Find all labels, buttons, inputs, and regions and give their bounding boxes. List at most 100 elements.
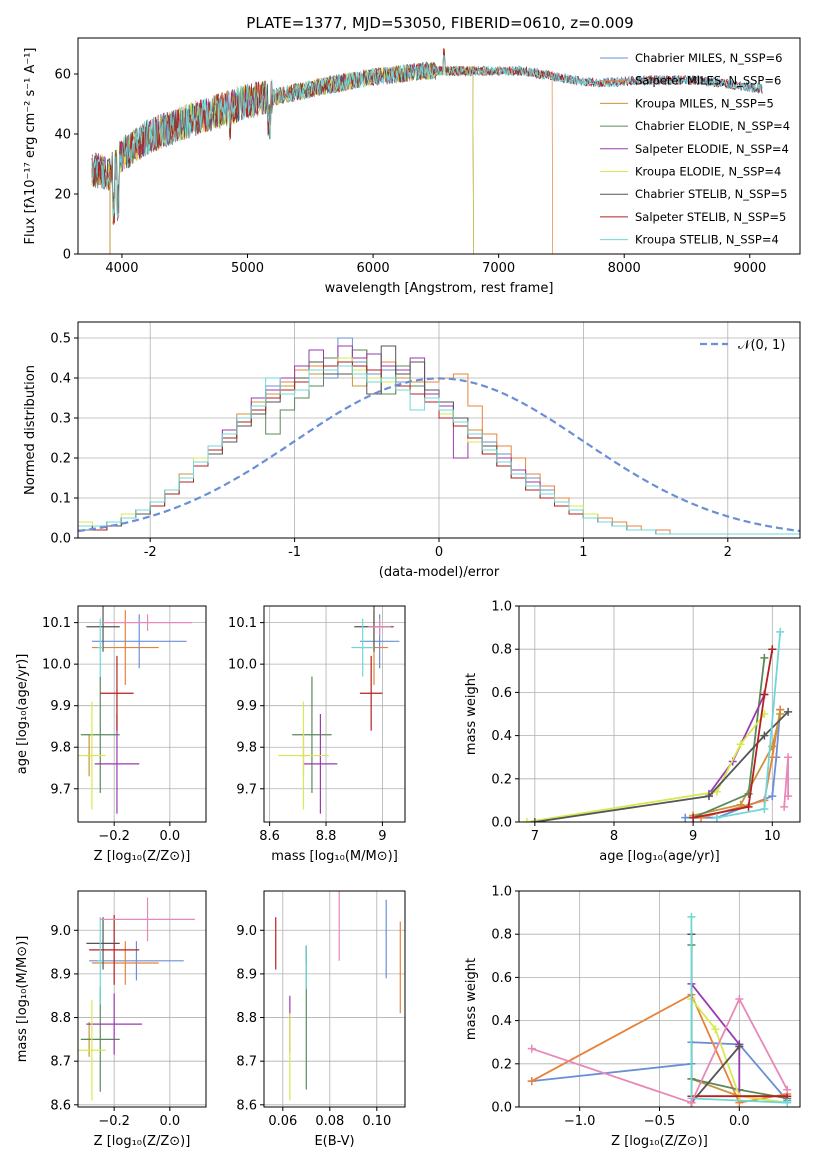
y-tick-label: 9.9 — [50, 699, 71, 714]
chart-mass-vs-ebv: 0.06 0.08 0.10 8.6 8.7 8.8 8.9 9.0 E(B-V) — [236, 890, 406, 1149]
y-tick-label: 0.4 — [50, 372, 71, 387]
y-tick-label: 10.1 — [42, 616, 71, 631]
x-tick-label: 4000 — [105, 261, 138, 276]
x-tick-label: 10 — [764, 829, 781, 844]
y-tick-label: 8.7 — [50, 1055, 71, 1070]
x-tick-label: 0 — [435, 545, 443, 560]
x-axis-label: mass [log₁₀(M/M⊙)] — [271, 849, 398, 864]
y-axis-label: mass [log₁₀(M/M⊙)] — [15, 936, 30, 1063]
plus-marker — [527, 1044, 536, 1053]
y-tick-label: 9.7 — [236, 782, 257, 797]
chart-residuals: 𝒩(0, 1) -2 -1 0 1 2 0.0 0.1 0.2 0.3 0.4 0.5 (data-mo… — [23, 321, 801, 580]
y-tick-label: 1.0 — [491, 885, 512, 900]
chart-weight-vs-age: 7 8 9 10 0.0 0.2 0.4 0.6 0.8 1.0 age [log₁₀(age/yr… — [464, 600, 801, 864]
errorbar-point — [359, 655, 383, 731]
y-tick-label: 8.8 — [50, 1011, 71, 1026]
y-tick-label: 0.2 — [491, 772, 512, 787]
chart-age-vs-Z: −0.2 0.0 9.7 9.8 9.9 10.0 10.1 Z [log₁₀(Z/Z⊙)] a… — [15, 605, 207, 864]
y-tick-label: 10.0 — [228, 658, 257, 673]
plus-marker — [784, 707, 793, 716]
legend-label: 𝒩(0, 1) — [738, 338, 785, 353]
y-tick-label: 9.0 — [50, 924, 71, 939]
errorbar-point — [86, 993, 142, 1055]
weight-line — [692, 713, 782, 817]
errorbar-point — [303, 714, 338, 814]
x-tick-label: 8.6 — [259, 829, 280, 844]
y-tick-label: 8.8 — [236, 1011, 257, 1026]
plus-marker — [711, 1025, 720, 1034]
y-tick-label: 9.8 — [236, 741, 257, 756]
legend-label: Kroupa MILES, N_SSP=5 — [635, 96, 774, 110]
axes-frame — [77, 37, 801, 255]
y-tick-label: 0.0 — [491, 1101, 512, 1116]
y-tick-label: 8.6 — [236, 1098, 257, 1113]
x-tick-label: 9 — [378, 829, 386, 844]
errorbar-point — [91, 614, 187, 669]
y-tick-label: 8.9 — [236, 967, 257, 982]
y-tick-label: 0.0 — [491, 816, 512, 831]
errorbar-point — [80, 676, 120, 793]
gaussian-curve — [78, 377, 800, 533]
legend-label: Salpeter MILES, N_SSP=6 — [635, 74, 781, 88]
plus-marker — [776, 710, 785, 718]
x-tick-label: -1 — [288, 545, 301, 560]
errorbar-point — [368, 618, 391, 636]
legend-label: Kroupa STELIB, N_SSP=4 — [635, 233, 779, 247]
y-axis-label: mass weight — [464, 958, 479, 1040]
plus-marker — [776, 627, 785, 636]
plus-marker — [681, 813, 690, 822]
errorbar-point — [97, 618, 104, 677]
axes-frame — [263, 890, 406, 1108]
weight-line — [692, 649, 774, 819]
plot-area — [522, 627, 793, 822]
plus-marker — [783, 1085, 792, 1094]
y-tick-label: 10.0 — [42, 658, 71, 673]
x-tick-label: 8 — [610, 829, 618, 844]
chart-weight-vs-Z: −1.0 −0.5 0.0 0.0 0.2 0.4 0.6 0.8 1.0 Z [log₁₀(Z/… — [464, 885, 801, 1149]
plot-area — [278, 606, 400, 814]
y-tick-label: 10.1 — [228, 616, 257, 631]
plus-marker — [527, 1077, 536, 1086]
x-tick-label: 0.0 — [729, 1114, 750, 1129]
errorbar-point — [278, 701, 329, 810]
y-tick-label: 0 — [63, 248, 71, 263]
y-tick-label: 0.2 — [50, 452, 71, 467]
weight-line — [534, 711, 789, 822]
plus-marker — [712, 813, 721, 822]
x-tick-label: 9 — [689, 829, 697, 844]
y-tick-label: 0.3 — [50, 412, 71, 427]
x-tick-label: 0.06 — [268, 1114, 297, 1129]
x-axis-label: wavelength [Angstrom, rest frame] — [325, 281, 554, 296]
x-tick-label: 8000 — [608, 261, 641, 276]
x-axis-label: (data-model)/error — [379, 565, 500, 580]
axes-frame — [263, 605, 406, 823]
plus-marker — [736, 800, 745, 809]
plus-marker — [704, 792, 713, 801]
x-axis-label: Z [log₁₀(Z/Z⊙)] — [94, 1134, 191, 1149]
plus-marker — [735, 1042, 744, 1051]
x-tick-label: −0.5 — [644, 1114, 676, 1129]
errorbar-point — [97, 917, 104, 1005]
y-tick-label: 9.8 — [50, 741, 71, 756]
errorbar-point — [351, 618, 374, 677]
plot-area — [78, 897, 195, 1101]
y-tick-label: 40 — [54, 128, 71, 143]
legend-label: Salpeter STELIB, N_SSP=5 — [635, 210, 786, 224]
x-tick-label: 6000 — [357, 261, 390, 276]
errorbar-point — [292, 676, 332, 793]
plus-marker — [768, 645, 777, 654]
plus-marker — [784, 792, 793, 801]
spectrum-line — [91, 54, 474, 254]
errorbar-point — [100, 897, 195, 942]
y-tick-label: 0.8 — [491, 643, 512, 658]
legend-label: Chabrier STELIB, N_SSP=5 — [635, 187, 787, 201]
y-tick-label: 0.4 — [491, 1014, 512, 1029]
y-tick-label: 8.6 — [50, 1098, 71, 1113]
y-tick-label: 60 — [54, 68, 71, 83]
y-tick-label: 0.8 — [491, 928, 512, 943]
plot-area — [527, 912, 792, 1107]
y-tick-label: 9.9 — [236, 699, 257, 714]
x-tick-label: 0.0 — [159, 829, 180, 844]
plot-area — [78, 606, 193, 814]
plus-marker — [760, 690, 769, 699]
